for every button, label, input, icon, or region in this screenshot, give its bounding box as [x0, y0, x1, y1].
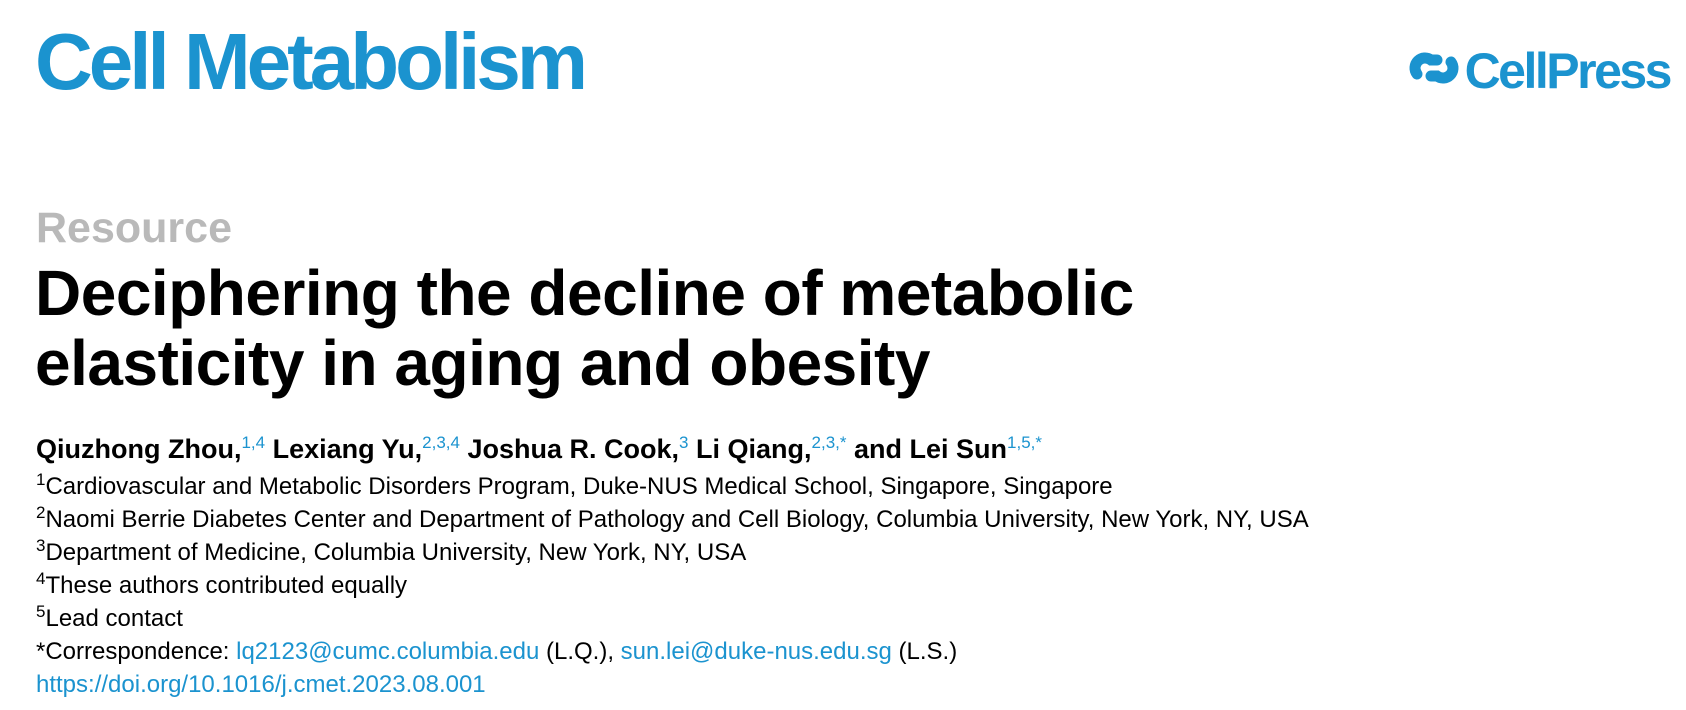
author-affil-marks[interactable]: 3 — [679, 433, 689, 452]
author-name[interactable]: and Lei Sun — [854, 434, 1008, 464]
correspondence-initials-1: (L.Q.), — [539, 638, 621, 665]
affiliation-number: 4 — [36, 569, 46, 588]
affiliation-text: Naomi Berrie Diabetes Center and Departm… — [45, 506, 1309, 533]
author-name[interactable]: Joshua R. Cook, — [467, 434, 680, 464]
affiliation-item: 3Department of Medicine, Columbia Univer… — [36, 536, 1309, 569]
affiliation-number: 5 — [36, 602, 46, 621]
affiliation-item: 4These authors contributed equally — [36, 569, 1309, 602]
affiliation-number: 1 — [36, 470, 46, 489]
affiliation-text: These authors contributed equally — [45, 572, 408, 599]
author-name[interactable]: Li Qiang, — [696, 434, 812, 464]
affiliation-number: 2 — [36, 503, 46, 522]
author-name[interactable]: Lexiang Yu, — [272, 434, 423, 464]
affiliation-list: 1Cardiovascular and Metabolic Disorders … — [36, 470, 1309, 701]
author-name[interactable]: Qiuzhong Zhou, — [36, 434, 242, 464]
email-link-1[interactable]: lq2123@cumc.columbia.edu — [236, 638, 540, 665]
affiliation-text: Cardiovascular and Metabolic Disorders P… — [45, 473, 1113, 500]
article-title: Deciphering the decline of metabolic ela… — [35, 258, 1285, 398]
author-list: Qiuzhong Zhou,1,4 Lexiang Yu,2,3,4 Joshu… — [36, 434, 1042, 465]
title-line-2: elasticity in aging and obesity — [35, 327, 930, 399]
author-affil-marks[interactable]: 1,4 — [241, 433, 266, 452]
correspondence-label: *Correspondence: — [36, 638, 237, 665]
affiliation-text: Department of Medicine, Columbia Univers… — [45, 539, 747, 566]
cellpress-logo-icon — [1409, 44, 1459, 97]
author-affil-marks[interactable]: 2,3,* — [811, 433, 847, 452]
author-affil-marks[interactable]: 1,5,* — [1007, 433, 1043, 452]
doi-link[interactable]: https://doi.org/10.1016/j.cmet.2023.08.0… — [36, 671, 486, 698]
author-affil-marks[interactable]: 2,3,4 — [422, 433, 460, 452]
email-link-2[interactable]: sun.lei@duke-nus.edu.sg — [620, 638, 892, 665]
article-type: Resource — [36, 204, 232, 252]
publisher-name: CellPress — [1464, 42, 1673, 99]
journal-title: Cell Metabolism — [35, 17, 588, 106]
affiliation-item: 5Lead contact — [36, 602, 1309, 635]
publisher-logo[interactable]: CellPress — [1409, 42, 1673, 99]
affiliation-item: 1Cardiovascular and Metabolic Disorders … — [36, 470, 1309, 503]
affiliation-item: 2Naomi Berrie Diabetes Center and Depart… — [36, 503, 1309, 536]
correspondence-line: *Correspondence: lq2123@cumc.columbia.ed… — [36, 635, 1309, 668]
affiliation-text: Lead contact — [45, 605, 183, 632]
affiliation-number: 3 — [36, 536, 46, 555]
title-line-1: Deciphering the decline of metabolic — [35, 257, 1134, 329]
correspondence-initials-2: (L.S.) — [891, 638, 958, 665]
